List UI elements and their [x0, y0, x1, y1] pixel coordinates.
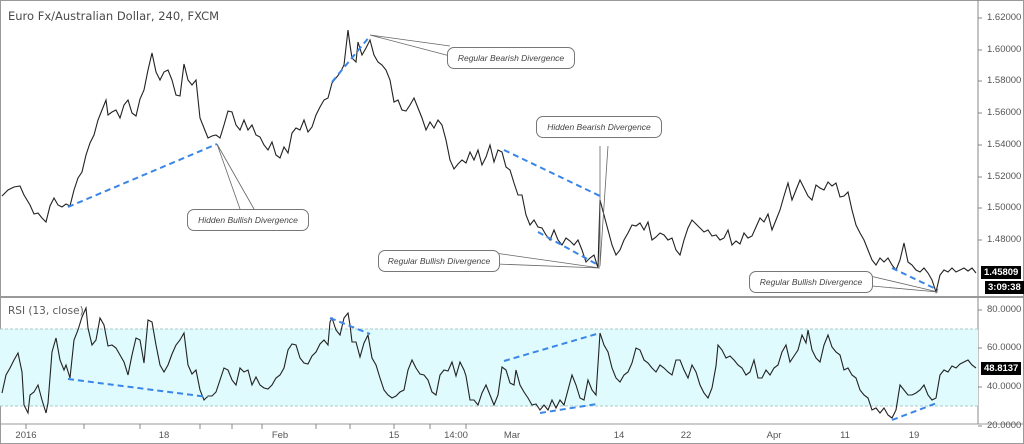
- time-tick: Mar: [503, 430, 521, 441]
- price-tick: 1.48000: [987, 234, 1022, 245]
- time-tick: 15: [388, 430, 400, 441]
- callout-regular-bearish[interactable]: Regular Bearish Divergence: [447, 47, 575, 69]
- callout-regular-bullish-2[interactable]: Regular Bullish Divergence: [749, 271, 873, 293]
- price-tick: 1.54000: [987, 139, 1022, 150]
- bar-countdown-tag: 3:09:38: [985, 281, 1024, 294]
- rsi-hidden-bullish-arrow: [67, 378, 209, 398]
- time-tick: 14:00: [444, 430, 468, 441]
- price-tick: 1.58000: [987, 75, 1022, 86]
- rsi-tick: 40.0000: [987, 381, 1022, 392]
- price-tick: 1.50000: [987, 202, 1022, 213]
- price-tick: 1.56000: [987, 107, 1022, 118]
- rsi-indicator-label[interactable]: RSI (13, close): [8, 305, 84, 317]
- time-tick: 11: [840, 430, 850, 441]
- rsi-tick: 80.0000: [987, 304, 1022, 315]
- rsi-band: [0, 329, 978, 406]
- price-axis-ticks: [978, 17, 982, 427]
- time-tick: 22: [680, 430, 692, 441]
- time-tick: Apr: [766, 430, 782, 441]
- callout-regular-bullish-1[interactable]: Regular Bullish Divergence: [378, 250, 500, 272]
- last-price-tag: 1.45809: [981, 266, 1022, 279]
- time-tick: 18: [158, 430, 170, 441]
- divergence-arrows-rsi[interactable]: [67, 317, 938, 421]
- chart-title: Euro Fx/Australian Dollar, 240, FXCM: [8, 9, 220, 23]
- hidden-bearish-arrow: [503, 149, 601, 197]
- hidden-bullish-arrow: [67, 143, 218, 208]
- callout-hidden-bearish[interactable]: Hidden Bearish Divergence: [536, 116, 662, 138]
- rsi-line: [1, 305, 977, 419]
- time-tick: 19: [908, 430, 920, 441]
- price-line: [1, 29, 977, 295]
- rsi-tick: 60.0000: [987, 342, 1022, 353]
- rsi-hidden-bearish-arrow: [503, 332, 601, 362]
- price-tick: 1.62000: [987, 12, 1022, 23]
- time-axis-ticks: [25, 424, 467, 429]
- time-tick: 14: [613, 430, 625, 441]
- regular-bullish-arrow-2: [891, 267, 939, 291]
- callout-pointers: [216, 34, 939, 293]
- rsi-tick: 20.0000: [987, 420, 1022, 431]
- rsi-regular-bearish-arrow: [329, 317, 371, 335]
- regular-bullish-arrow-1: [537, 231, 601, 267]
- time-tick: 2016: [15, 430, 37, 441]
- rsi-regular-bullish-arrow-2: [891, 402, 938, 421]
- callout-hidden-bullish[interactable]: Hidden Bullish Divergence: [187, 209, 309, 231]
- time-tick: Feb: [271, 430, 289, 441]
- price-tick: 1.60000: [987, 44, 1022, 55]
- price-tick: 1.52000: [987, 171, 1022, 182]
- divergence-arrows-price[interactable]: [67, 35, 939, 291]
- rsi-last-value-tag: 48.8137: [981, 362, 1022, 375]
